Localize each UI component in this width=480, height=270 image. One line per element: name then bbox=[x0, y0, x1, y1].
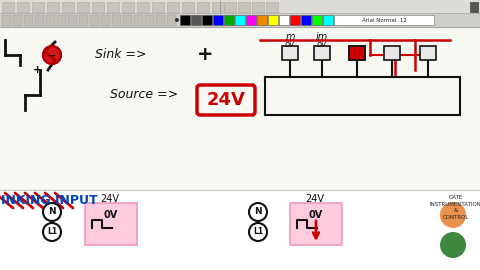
Bar bbox=[77, 2, 89, 12]
Bar bbox=[0, 0, 480, 13]
Bar bbox=[35, 15, 44, 26]
Bar bbox=[134, 15, 143, 26]
Bar bbox=[156, 15, 165, 26]
Bar bbox=[68, 15, 77, 26]
Text: 24V: 24V bbox=[100, 194, 120, 204]
Bar bbox=[323, 15, 333, 25]
Bar bbox=[85, 203, 137, 245]
Bar bbox=[2, 2, 14, 12]
Text: GATE
INSTRUMENTATION
&
CONTROL: GATE INSTRUMENTATION & CONTROL bbox=[430, 195, 480, 220]
Text: +: + bbox=[34, 65, 43, 75]
Circle shape bbox=[43, 203, 61, 221]
Bar bbox=[197, 2, 209, 12]
Bar bbox=[182, 2, 194, 12]
Bar bbox=[167, 2, 179, 12]
Bar bbox=[17, 2, 29, 12]
Bar bbox=[90, 15, 99, 26]
Bar bbox=[62, 2, 74, 12]
Circle shape bbox=[440, 232, 466, 258]
Bar bbox=[0, 27, 480, 190]
Text: L1: L1 bbox=[253, 228, 263, 237]
Text: Arial Normal  12: Arial Normal 12 bbox=[361, 18, 407, 22]
Bar bbox=[122, 2, 134, 12]
Bar bbox=[79, 15, 88, 26]
Bar bbox=[2, 15, 11, 26]
Text: Sink =>: Sink => bbox=[95, 49, 146, 62]
Text: Source =>: Source => bbox=[110, 89, 178, 102]
Bar bbox=[167, 15, 176, 26]
Text: INKING INPUT: INKING INPUT bbox=[1, 194, 97, 207]
Bar bbox=[246, 15, 256, 25]
Bar bbox=[268, 15, 278, 25]
Bar bbox=[290, 203, 342, 245]
Bar bbox=[224, 2, 236, 12]
Bar bbox=[57, 15, 66, 26]
Bar bbox=[92, 2, 104, 12]
Bar bbox=[470, 2, 478, 12]
Bar bbox=[0, 13, 480, 27]
Bar bbox=[213, 15, 223, 25]
Text: ov: ov bbox=[317, 40, 327, 49]
Text: 0V: 0V bbox=[309, 210, 323, 220]
Bar bbox=[282, 46, 298, 60]
Bar bbox=[123, 15, 132, 26]
Text: N: N bbox=[254, 208, 262, 217]
Bar bbox=[24, 15, 33, 26]
Bar bbox=[238, 2, 250, 12]
Text: 24V: 24V bbox=[305, 194, 324, 204]
Bar bbox=[145, 15, 154, 26]
Bar bbox=[301, 15, 311, 25]
Text: 0V: 0V bbox=[104, 210, 118, 220]
Text: im: im bbox=[316, 32, 328, 42]
Bar bbox=[202, 15, 212, 25]
Bar bbox=[180, 15, 190, 25]
Bar bbox=[212, 2, 224, 12]
Circle shape bbox=[249, 223, 267, 241]
Circle shape bbox=[249, 203, 267, 221]
Text: ov: ov bbox=[285, 40, 295, 49]
Bar bbox=[266, 2, 278, 12]
Bar bbox=[420, 46, 436, 60]
Bar bbox=[349, 46, 365, 60]
Bar bbox=[13, 15, 22, 26]
Bar bbox=[312, 15, 322, 25]
Bar bbox=[349, 46, 365, 60]
Bar bbox=[257, 15, 267, 25]
Text: +: + bbox=[197, 46, 213, 65]
Bar bbox=[290, 15, 300, 25]
Bar bbox=[334, 15, 434, 25]
Bar bbox=[191, 15, 201, 25]
Bar bbox=[0, 190, 480, 270]
Bar bbox=[235, 15, 245, 25]
Bar bbox=[47, 2, 59, 12]
Circle shape bbox=[440, 202, 466, 228]
Circle shape bbox=[43, 223, 61, 241]
Bar bbox=[384, 46, 400, 60]
Bar bbox=[252, 2, 264, 12]
Bar bbox=[314, 46, 330, 60]
Text: m: m bbox=[285, 32, 295, 42]
Bar bbox=[101, 15, 110, 26]
Bar bbox=[112, 15, 121, 26]
Bar bbox=[224, 15, 234, 25]
Circle shape bbox=[43, 46, 61, 64]
Text: −: − bbox=[48, 51, 56, 61]
Bar bbox=[46, 15, 55, 26]
Bar bbox=[107, 2, 119, 12]
Bar bbox=[32, 2, 44, 12]
Text: 24V: 24V bbox=[206, 91, 245, 109]
Bar bbox=[152, 2, 164, 12]
Text: N: N bbox=[48, 208, 56, 217]
Text: L1: L1 bbox=[47, 228, 57, 237]
Bar bbox=[137, 2, 149, 12]
Bar bbox=[279, 15, 289, 25]
Circle shape bbox=[175, 18, 179, 22]
